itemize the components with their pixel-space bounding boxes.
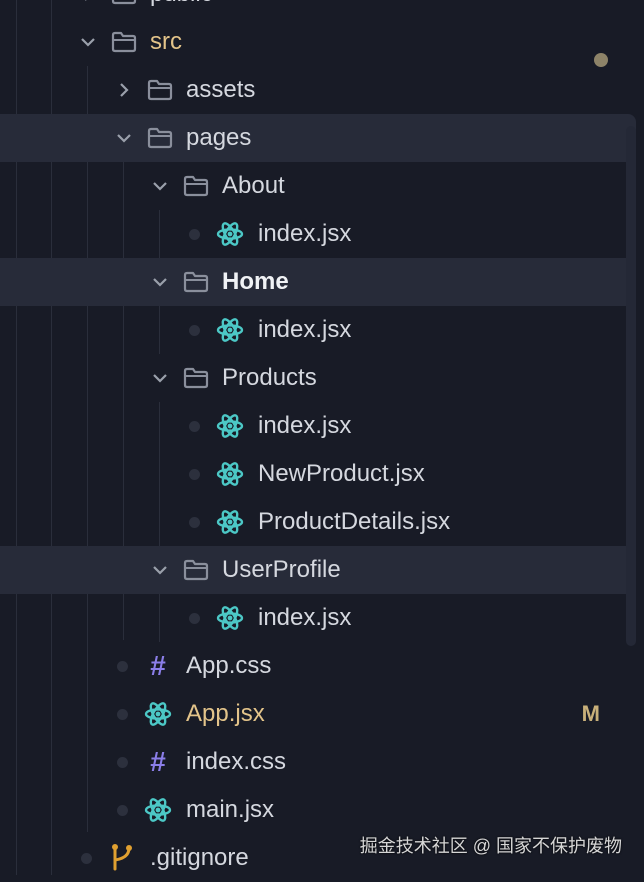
- folder-item-public[interactable]: public: [0, 0, 636, 18]
- bullet-dot-icon: [81, 853, 92, 864]
- bullet-dot-icon: [189, 229, 200, 240]
- item-label: UserProfile: [222, 556, 341, 583]
- item-label: assets: [186, 76, 256, 103]
- folder-open-icon: [110, 28, 138, 56]
- folder-item-userprofile[interactable]: UserProfile: [0, 546, 636, 594]
- item-label: Home: [222, 268, 289, 295]
- folder-open-icon: [182, 268, 210, 296]
- folder-open-icon: [182, 364, 210, 392]
- file-item-index-jsx[interactable]: index.jsx: [0, 594, 636, 642]
- css-hash-icon: #: [150, 650, 166, 681]
- css-hash-icon: #: [150, 746, 166, 777]
- modified-dot-icon: [594, 53, 608, 67]
- chevron-down-icon[interactable]: [114, 128, 134, 148]
- file-item-index-css[interactable]: # index.css: [0, 738, 636, 786]
- folder-item-pages[interactable]: pages: [0, 114, 636, 162]
- indent-guide: [159, 594, 160, 642]
- bullet-dot-icon: [189, 421, 200, 432]
- file-item-productdetails-jsx[interactable]: ProductDetails.jsx: [0, 498, 636, 546]
- folder-item-assets[interactable]: assets: [0, 66, 636, 114]
- item-label: index.jsx: [258, 412, 352, 439]
- indent-guide: [16, 0, 17, 875]
- file-item-newproduct-jsx[interactable]: NewProduct.jsx: [0, 450, 636, 498]
- indent-guide: [87, 66, 88, 832]
- indent-guide: [123, 162, 124, 640]
- react-icon: [216, 604, 244, 632]
- file-item-main-jsx[interactable]: main.jsx: [0, 786, 636, 834]
- chevron-down-icon[interactable]: [78, 32, 98, 52]
- folder-icon: [146, 76, 174, 104]
- chevron-right-icon[interactable]: [78, 0, 98, 4]
- bullet-dot-icon: [117, 661, 128, 672]
- react-icon: [216, 460, 244, 488]
- item-label: index.jsx: [258, 220, 352, 247]
- file-item-index-jsx[interactable]: index.jsx: [0, 402, 636, 450]
- scrollbar[interactable]: [626, 126, 636, 646]
- item-label: About: [222, 172, 285, 199]
- item-label: NewProduct.jsx: [258, 460, 425, 487]
- bullet-dot-icon: [189, 517, 200, 528]
- watermark: 掘金技术社区 @ 国家不保护废物: [359, 836, 622, 856]
- bullet-dot-icon: [189, 325, 200, 336]
- react-icon: [144, 700, 172, 728]
- react-icon: [144, 796, 172, 824]
- folder-open-icon: [146, 124, 174, 152]
- file-item-app-jsx[interactable]: App.jsx M: [0, 690, 636, 738]
- item-label: index.jsx: [258, 316, 352, 343]
- react-icon: [216, 508, 244, 536]
- item-label: main.jsx: [186, 796, 275, 823]
- item-label: public: [150, 0, 213, 18]
- file-item-gitignore[interactable]: .gitignore: [0, 834, 636, 882]
- chevron-right-icon[interactable]: [114, 80, 134, 100]
- item-label: pages: [186, 124, 252, 151]
- indent-guide: [159, 402, 160, 546]
- item-label: index.jsx: [258, 604, 352, 631]
- file-item-index-jsx[interactable]: index.jsx: [0, 210, 636, 258]
- react-icon: [216, 412, 244, 440]
- bullet-dot-icon: [189, 469, 200, 480]
- file-item-app-css[interactable]: # App.css: [0, 642, 636, 690]
- item-label: .gitignore: [150, 844, 249, 871]
- indent-guide: [159, 210, 160, 258]
- folder-item-about[interactable]: About: [0, 162, 636, 210]
- folder-open-icon: [182, 172, 210, 200]
- indent-guide: [51, 0, 52, 875]
- react-icon: [216, 220, 244, 248]
- indent-guide: [159, 306, 160, 354]
- item-label: src: [150, 28, 182, 55]
- item-label: App.css: [186, 652, 272, 679]
- bullet-dot-icon: [117, 709, 128, 720]
- file-item-index-jsx[interactable]: index.jsx: [0, 306, 636, 354]
- item-label: ProductDetails.jsx: [258, 508, 451, 535]
- folder-item-home[interactable]: Home: [0, 258, 636, 306]
- chevron-down-icon[interactable]: [150, 368, 170, 388]
- item-label: index.css: [186, 748, 287, 775]
- react-icon: [216, 316, 244, 344]
- git-branch-icon: [108, 844, 136, 872]
- bullet-dot-icon: [189, 613, 200, 624]
- item-label: App.jsx: [186, 700, 265, 727]
- chevron-down-icon[interactable]: [150, 560, 170, 580]
- chevron-down-icon[interactable]: [150, 272, 170, 292]
- bullet-dot-icon: [117, 805, 128, 816]
- folder-icon: [110, 0, 138, 8]
- git-status-badge: M: [581, 701, 600, 726]
- folder-item-src[interactable]: src: [0, 18, 636, 67]
- folder-item-products[interactable]: Products: [0, 354, 636, 402]
- folder-open-icon: [182, 556, 210, 584]
- item-label: Products: [222, 364, 317, 391]
- bullet-dot-icon: [117, 757, 128, 768]
- chevron-down-icon[interactable]: [150, 176, 170, 196]
